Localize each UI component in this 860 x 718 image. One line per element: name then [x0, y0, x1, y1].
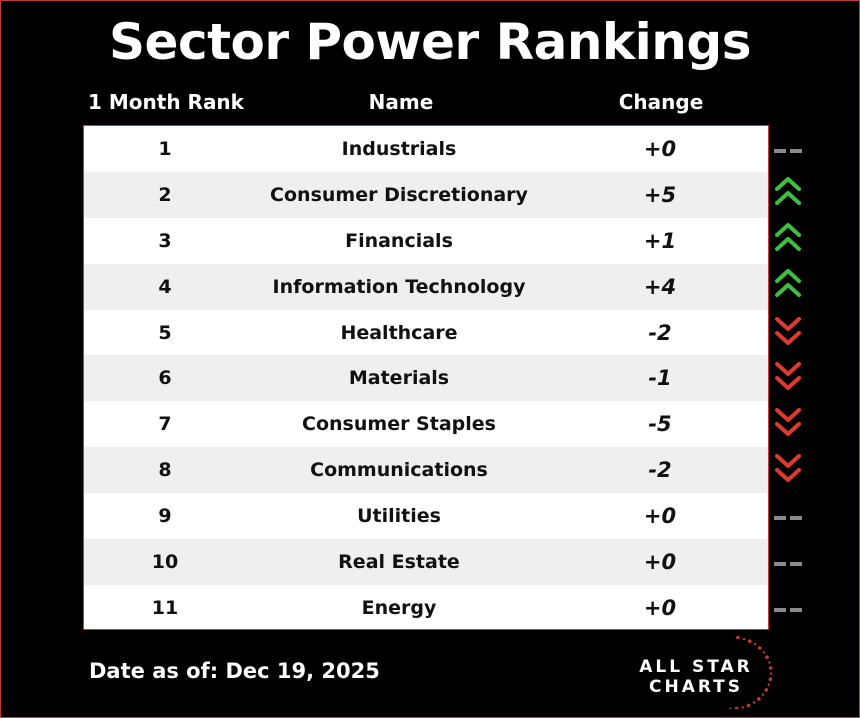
table-row: 11 Energy +0	[84, 585, 768, 629]
sector-name-cell: Energy	[361, 596, 437, 619]
double-chevron-up-icon	[769, 171, 809, 217]
double-chevron-down-icon	[769, 354, 809, 400]
sector-name-cell: Financials	[345, 229, 453, 252]
table-row: 10 Real Estate +0	[84, 539, 768, 585]
sector-name-cell: Materials	[348, 367, 450, 390]
double-chevron-up-icon	[769, 263, 809, 309]
change-cell: +4	[643, 274, 677, 299]
table-row: 1 Industrials +0	[84, 126, 768, 172]
change-indicators	[769, 125, 809, 630]
rank-cell: 2	[158, 183, 172, 206]
table-row: 9 Utilities +0	[84, 493, 768, 539]
logo-line-1: ALL STAR	[639, 657, 753, 677]
logo-line-2: CHARTS	[648, 677, 744, 697]
sector-name-cell: Industrials	[341, 137, 457, 160]
change-cell: -5	[648, 412, 672, 437]
rank-cell: 11	[151, 596, 179, 619]
rank-cell: 5	[158, 321, 172, 344]
change-cell: +0	[643, 136, 677, 161]
change-cell: +1	[643, 228, 677, 253]
table-row: 3 Financials +1	[84, 218, 768, 264]
rank-cell: 1	[158, 137, 172, 160]
sector-name-cell: Healthcare	[340, 321, 458, 344]
dash-icon	[769, 125, 809, 171]
sector-name-cell: Consumer Staples	[302, 413, 496, 436]
header-change: Change	[618, 90, 704, 114]
change-cell: +5	[643, 182, 677, 207]
table-row: 6 Materials -1	[84, 355, 768, 402]
header-name: Name	[368, 90, 434, 114]
double-chevron-down-icon	[769, 309, 809, 355]
rankings-table: 1 Industrials +0 2 Consumer Discretionary +5 3…	[83, 125, 769, 630]
sector-name-cell: Communications	[310, 459, 488, 482]
change-cell: +0	[643, 504, 677, 529]
double-chevron-up-icon	[769, 217, 809, 263]
dash-icon	[769, 538, 809, 584]
sector-name-cell: Real Estate	[338, 550, 460, 573]
sector-name-cell: Information Technology	[272, 275, 526, 298]
dash-icon	[769, 492, 809, 538]
table-row: 2 Consumer Discretionary +5	[84, 171, 768, 218]
change-cell: -2	[648, 458, 672, 483]
rank-cell: 4	[158, 275, 172, 298]
double-chevron-down-icon	[769, 400, 809, 446]
date-label: Date as of: Dec 19, 2025	[89, 659, 380, 683]
change-cell: -1	[648, 366, 672, 391]
dash-icon	[769, 584, 809, 630]
sector-name-cell: Utilities	[357, 505, 441, 528]
page-title: Sector Power Rankings	[109, 13, 751, 71]
change-cell: +0	[643, 549, 677, 574]
rank-cell: 6	[158, 367, 172, 390]
double-chevron-down-icon	[769, 446, 809, 492]
change-cell: -2	[648, 320, 672, 345]
change-cell: +0	[643, 595, 677, 620]
star-ring-icon	[729, 635, 773, 709]
rank-cell: 10	[151, 550, 179, 573]
table-row: 8 Communications -2	[84, 447, 768, 494]
rank-cell: 9	[158, 505, 172, 528]
rank-cell: 7	[158, 413, 172, 436]
table-row: 4 Information Technology +4	[84, 263, 768, 310]
header-rank: 1 Month Rank	[88, 90, 244, 114]
rank-cell: 3	[158, 229, 172, 252]
table-row: 5 Healthcare -2	[84, 310, 768, 356]
all-star-charts-logo: ALL STAR CHARTS	[621, 629, 781, 709]
sector-name-cell: Consumer Discretionary	[270, 183, 528, 206]
table-row: 7 Consumer Staples -5	[84, 401, 768, 447]
rank-cell: 8	[158, 459, 172, 482]
